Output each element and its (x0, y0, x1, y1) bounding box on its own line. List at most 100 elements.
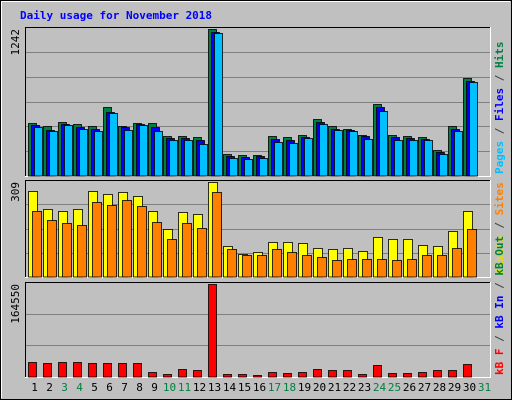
day-label: 2 (46, 381, 53, 394)
bar-pages (64, 125, 73, 177)
bar-kb-f (463, 364, 472, 378)
bar-kb-f (73, 362, 82, 378)
day-label: 8 (136, 381, 143, 394)
day-label: 18 (283, 381, 296, 394)
day-label: 29 (448, 381, 461, 394)
bar-pages (289, 143, 298, 177)
bar-sites (422, 255, 432, 278)
bar-sites (197, 228, 207, 278)
bar-sites (227, 249, 237, 278)
bar-kb-f (223, 374, 232, 378)
bar-sites (437, 255, 447, 278)
panels: 1242 Pages / Files / Hits 309 Visits / Site… (9, 27, 506, 378)
legend-hits-files-pages: Pages / Files / Hits (493, 42, 506, 175)
bar-kb-f (418, 372, 427, 378)
legend-segment: / (493, 215, 506, 235)
legend-segment: Visits (493, 235, 506, 275)
y-max-label: 1242 (9, 29, 22, 56)
bar-kb-f (208, 284, 217, 378)
bar-sites (332, 260, 342, 278)
panel-hits-files-pages: 1242 Pages / Files / Hits (9, 27, 506, 177)
chart-title: Daily usage for November 2018 (20, 9, 212, 22)
bar-sites (107, 205, 117, 278)
bar-kb-f (193, 370, 202, 378)
legend-kbytes: kB F / kB In / kB Out (493, 236, 506, 375)
bar-sites (392, 260, 402, 278)
legend-segment: / (493, 68, 506, 88)
bar-pages (229, 158, 238, 177)
day-label: 10 (163, 381, 176, 394)
bar-kb-f (283, 373, 292, 378)
day-label: 24 (373, 381, 387, 394)
bar-pages (124, 130, 133, 177)
day-label: 5 (91, 381, 98, 394)
day-label: 20 (313, 381, 326, 394)
day-label: 14 (223, 381, 237, 394)
bar-sites (467, 229, 477, 278)
day-label: 6 (106, 381, 113, 394)
bar-kb-f (58, 362, 67, 378)
bar-sites (47, 220, 57, 278)
day-label: 30 (463, 381, 476, 394)
bar-pages (244, 159, 253, 177)
panel-kbytes: 164550 kB F / kB In / kB Out (9, 236, 506, 378)
day-label: 31 (478, 381, 491, 394)
bar-kb-f (253, 375, 262, 378)
bar-pages (79, 129, 88, 177)
day-label: 7 (121, 381, 128, 394)
bar-kb-f (403, 373, 412, 378)
bar-pages (259, 158, 268, 177)
day-label: 25 (388, 381, 401, 394)
bar-pages (409, 140, 418, 177)
bar-sites (167, 239, 177, 278)
bar-sites (212, 192, 222, 278)
bar-sites (377, 259, 387, 278)
bar-kb-f (238, 374, 247, 378)
bar-pages (319, 124, 328, 177)
bar-pages (394, 140, 403, 177)
bar-pages (334, 130, 343, 177)
legend-segment: Files (493, 88, 506, 121)
bar-kb-f (148, 372, 157, 378)
bar-kb-f (358, 374, 367, 378)
bar-kb-f (163, 374, 172, 378)
bar-kb-f (118, 363, 127, 378)
bar-kb-f (343, 370, 352, 378)
bar-kb-f (103, 363, 112, 378)
bar-sites (122, 200, 132, 278)
bar-pages (109, 113, 118, 177)
bar-pages (214, 33, 223, 177)
bar-kb-f (133, 363, 142, 378)
bar-pages (439, 154, 448, 177)
bar-kb-f (373, 365, 382, 378)
bar-sites (272, 249, 282, 278)
day-label: 4 (76, 381, 83, 394)
bar-kb-f (268, 372, 277, 378)
legend-segment: kB In (493, 296, 506, 329)
bar-sites (407, 259, 417, 278)
bar-sites (317, 257, 327, 278)
bar-kb-f (28, 362, 37, 378)
bar-pages (49, 131, 58, 177)
bar-kb-f (388, 373, 397, 378)
day-labels: 1 2 3 4 5 6 7 8 9 10 11 12 13 14 15 16 17 18 19 20 21 22 23 24 2… (31, 381, 491, 394)
day-label: 26 (403, 381, 416, 394)
bar-sites (152, 222, 162, 278)
bar-pages (34, 127, 43, 177)
bar-pages (139, 125, 148, 177)
bar-sites (362, 259, 372, 278)
bar-kb-f (43, 363, 52, 378)
day-label: 11 (178, 381, 191, 394)
bar-sites (92, 202, 102, 278)
y-max-label: 164550 (9, 284, 22, 324)
day-label: 12 (193, 381, 206, 394)
day-label: 1 (31, 381, 38, 394)
bar-sites (137, 206, 147, 278)
bar-kb-f (313, 369, 322, 378)
bar-sites (242, 255, 252, 278)
bar-pages (274, 142, 283, 177)
day-label: 23 (358, 381, 371, 394)
legend-segment: Pages (493, 141, 506, 174)
day-label: 27 (418, 381, 431, 394)
